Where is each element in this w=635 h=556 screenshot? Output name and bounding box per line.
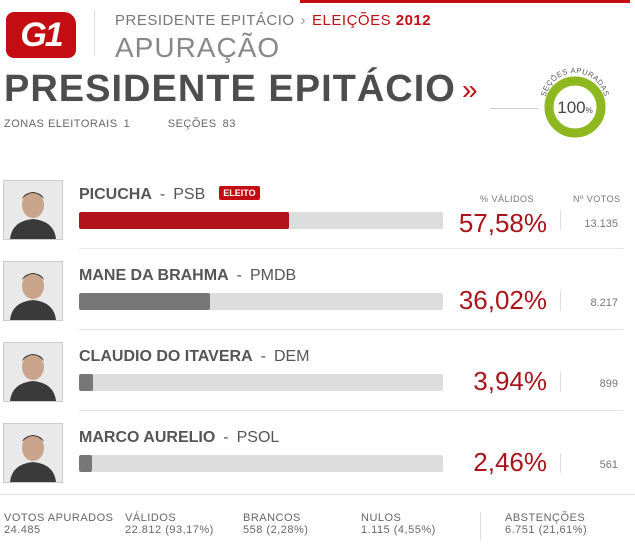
list-bottom-divider: [0, 494, 635, 495]
vote-share-fill: [79, 212, 289, 229]
candidate-name-line: MARCO AURELIO - PSOL: [79, 429, 279, 447]
votes-divider: [560, 453, 561, 473]
candidate-row[interactable]: PICUCHA - PSB ELEITO 57,58% 13.135 % VÁLIDOS Nº…: [0, 180, 635, 260]
footer-divider: [480, 512, 481, 540]
candidate-name: MARCO AURELIO: [79, 429, 216, 446]
candidate-name: MANE DA BRAHMA: [79, 267, 229, 284]
breadcrumb-separator: ›: [300, 12, 307, 29]
validos-value: 22.812 (93,17%): [125, 524, 214, 536]
name-party-separator: -: [260, 348, 266, 365]
vote-share-bar: [79, 212, 443, 229]
header-accent-line: [300, 0, 630, 3]
zone-stats: ZONAS ELEITORAIS 1 SEÇÕES 83: [4, 118, 236, 130]
candidate-row[interactable]: CLAUDIO DO ITAVERA - DEM 3,94% 899: [0, 342, 635, 422]
vote-share-bar: [79, 374, 443, 391]
row-divider: [79, 410, 623, 411]
vote-count: 899: [599, 378, 618, 390]
brancos-value: 558 (2,28%): [243, 524, 309, 536]
vote-percentage: 2,46%: [473, 447, 547, 477]
candidate-party: PSOL: [236, 429, 280, 446]
vote-share-fill: [79, 455, 92, 472]
vote-percentage: 36,02%: [458, 285, 547, 315]
person-silhouette-icon: [4, 181, 62, 239]
votos-apurados-label: VOTOS APURADOS: [4, 512, 114, 524]
name-party-separator: -: [236, 267, 242, 284]
sections-progress-gauge: SEÇÕES APURADAS 100%: [539, 66, 611, 138]
footer-brancos: BRANCOS 558 (2,28%): [243, 512, 308, 536]
secoes-label: SEÇÕES: [167, 118, 217, 130]
pct-column-header: % VÁLIDOS: [480, 194, 535, 204]
zonas-value: 1: [123, 118, 131, 130]
candidate-party: DEM: [273, 348, 310, 365]
candidate-name-line: MANE DA BRAHMA - PMDB: [79, 267, 296, 285]
vote-percentage: 3,94%: [473, 366, 547, 396]
votos-apurados-value: 24.485: [4, 524, 41, 536]
breadcrumb-city[interactable]: PRESIDENTE EPITÁCIO: [115, 12, 295, 29]
candidate-name: CLAUDIO DO ITAVERA: [79, 348, 253, 365]
person-silhouette-icon: [4, 262, 62, 320]
candidate-name-line: CLAUDIO DO ITAVERA - DEM: [79, 348, 310, 366]
candidate-row[interactable]: MANE DA BRAHMA - PMDB 36,02% 8.217: [0, 261, 635, 341]
person-silhouette-icon: [4, 424, 62, 482]
abstencoes-value: 6.751 (21,61%): [505, 524, 588, 536]
candidate-party: PSB: [173, 186, 206, 203]
brancos-label: BRANCOS: [243, 512, 301, 524]
progress-fill: [544, 76, 606, 138]
more-arrow-icon[interactable]: »: [462, 74, 478, 105]
breadcrumb-year[interactable]: 2012: [395, 12, 432, 29]
votes-divider: [560, 210, 561, 230]
breadcrumb: PRESIDENTE EPITÁCIO › ELEIÇÕES 2012: [115, 12, 431, 29]
candidate-photo[interactable]: [3, 423, 63, 483]
title-rule: [490, 108, 538, 109]
vote-count: 8.217: [590, 297, 618, 309]
person-silhouette-icon: [4, 343, 62, 401]
vote-share-bar: [79, 293, 443, 310]
name-party-separator: -: [223, 429, 229, 446]
votes-divider: [560, 372, 561, 392]
candidate-photo[interactable]: [3, 180, 63, 240]
vote-share-fill: [79, 374, 94, 391]
logo-text: G1: [20, 15, 63, 54]
candidate-party: PMDB: [249, 267, 297, 284]
breadcrumb-election[interactable]: ELEIÇÕES: [312, 12, 392, 29]
nulos-value: 1.115 (4,55%): [361, 524, 436, 536]
vote-percentage: 57,58%: [458, 208, 547, 238]
votes-divider: [560, 291, 561, 311]
section-title: APURAÇÃO: [115, 32, 281, 63]
zonas-label: ZONAS ELEITORAIS: [4, 118, 118, 130]
candidate-name: PICUCHA: [79, 186, 152, 203]
validos-label: VÁLIDOS: [125, 512, 177, 524]
elected-badge: ELEITO: [219, 186, 260, 200]
vote-count: 561: [599, 459, 618, 471]
abstencoes-label: ABSTENÇÕES: [505, 512, 586, 524]
footer-votos-apurados: VOTOS APURADOS 24.485: [4, 512, 114, 536]
row-divider: [79, 248, 623, 249]
name-party-separator: -: [159, 186, 166, 203]
nulos-label: NULOS: [361, 512, 402, 524]
vote-share-bar: [79, 455, 443, 472]
candidate-name-line: PICUCHA - PSB ELEITO: [79, 186, 260, 204]
candidate-photo[interactable]: [3, 261, 63, 321]
footer-abstencoes: ABSTENÇÕES 6.751 (21,61%): [505, 512, 587, 536]
candidate-photo[interactable]: [3, 342, 63, 402]
candidate-row[interactable]: MARCO AURELIO - PSOL 2,46% 561: [0, 423, 635, 503]
row-divider: [79, 329, 623, 330]
vote-share-fill: [79, 293, 211, 310]
page-title: PRESIDENTE EPITÁCIO: [4, 68, 456, 110]
footer-validos: VÁLIDOS 22.812 (93,17%): [125, 512, 214, 536]
header-divider: [94, 10, 95, 56]
progress-value: 100%: [557, 98, 593, 117]
votes-column-header: Nº VOTOS: [573, 194, 621, 204]
secoes-value: 83: [222, 118, 236, 130]
g1-logo[interactable]: G1: [6, 12, 76, 58]
footer-nulos: NULOS 1.115 (4,55%): [361, 512, 436, 536]
vote-count: 13.135: [584, 218, 618, 230]
